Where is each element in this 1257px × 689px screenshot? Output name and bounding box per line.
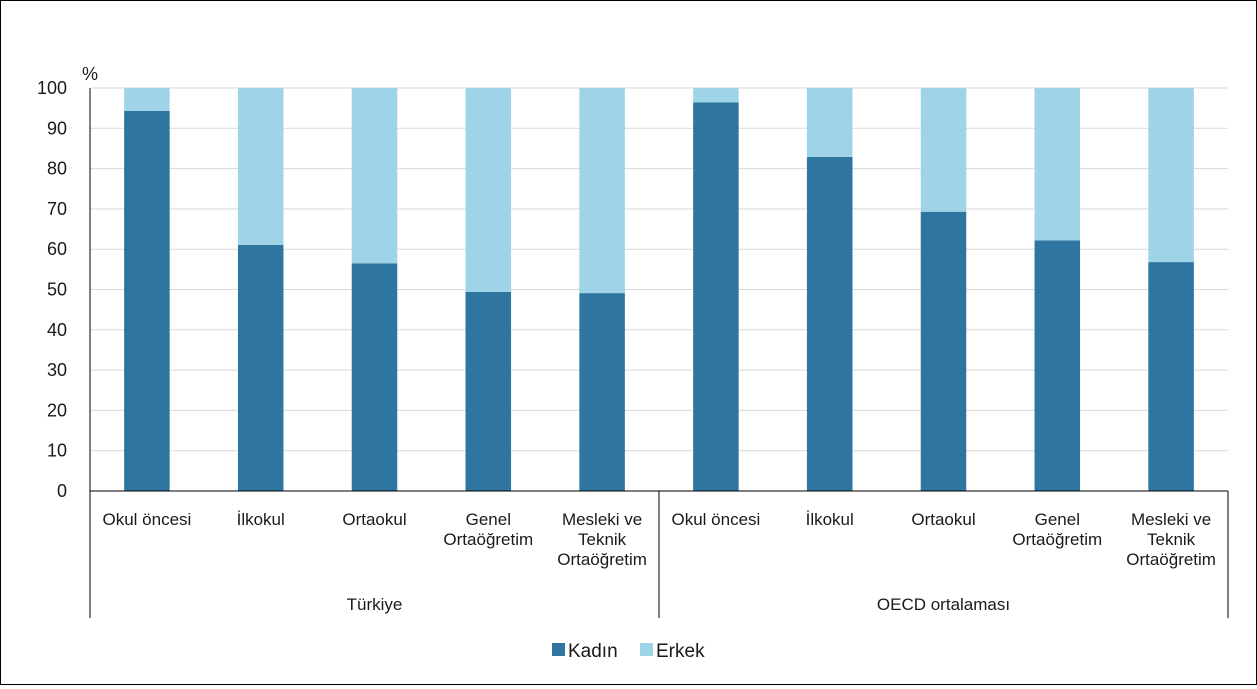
- x-tick-label: Ortaokul: [911, 510, 975, 529]
- legend-swatch: [640, 643, 653, 656]
- y-tick-label: 80: [47, 159, 67, 179]
- bar-erkek: [1034, 88, 1081, 241]
- bar-erkek: [693, 88, 739, 103]
- y-tick-label: 20: [47, 400, 67, 420]
- bar-kadın: [237, 244, 284, 491]
- legend-label: Erkek: [656, 641, 705, 662]
- legend-label: Kadın: [568, 641, 618, 662]
- x-tick-label: İlkokul: [806, 510, 854, 529]
- y-tick-label: 10: [47, 441, 67, 461]
- y-unit-label: %: [82, 64, 98, 84]
- bar-kadın: [693, 102, 739, 492]
- x-tick-label: Okul öncesi: [102, 510, 191, 529]
- bar-erkek: [465, 88, 512, 292]
- bar-kadın: [351, 263, 398, 491]
- axes: 0 10 20 30 40 50 60 70 80 90 100 Türkiye OECD ortala…: [37, 78, 1229, 618]
- x-tick-label: Okul öncesi: [671, 510, 760, 529]
- y-tick-label: 40: [47, 320, 67, 340]
- group-label: OECD ortalaması: [877, 595, 1010, 614]
- legend: Kadın Erkek: [552, 641, 705, 662]
- y-tick-label: 0: [57, 481, 67, 501]
- y-tick-label: 70: [47, 199, 67, 219]
- bar-kadın: [1148, 262, 1194, 491]
- bar-erkek: [920, 88, 967, 212]
- legend-swatch: [552, 643, 565, 656]
- bars: [124, 88, 1194, 492]
- x-tick-label: İlkokul: [237, 510, 285, 529]
- x-tick-label: Mesleki ve Teknik Ortaöğretim: [1126, 510, 1216, 569]
- bar-kadın: [920, 211, 967, 491]
- bar-kadın: [465, 291, 512, 491]
- x-tick-label: Ortaokul: [342, 510, 406, 529]
- y-tick-label: 60: [47, 239, 67, 259]
- bar-kadın: [579, 293, 625, 491]
- group-label: Türkiye: [347, 595, 403, 614]
- x-tick-label: Genel Ortaöğretim: [443, 510, 533, 549]
- bar-erkek: [806, 88, 853, 157]
- y-tick-label: 50: [47, 280, 67, 300]
- y-tick-label: 30: [47, 360, 67, 380]
- bar-kadın: [124, 110, 170, 491]
- bar-kadın: [806, 156, 853, 491]
- x-tick-label: Genel Ortaöğretim: [1012, 510, 1102, 549]
- bar-erkek: [579, 88, 625, 294]
- y-tick-label: 90: [47, 118, 67, 138]
- bar-erkek: [124, 88, 170, 111]
- x-tick-label: Mesleki ve Teknik Ortaöğretim: [557, 510, 647, 569]
- bar-erkek: [1148, 88, 1194, 263]
- bar-erkek: [237, 88, 284, 245]
- bar-erkek: [351, 88, 398, 264]
- bar-kadın: [1034, 240, 1081, 491]
- y-tick-label: 100: [37, 78, 67, 98]
